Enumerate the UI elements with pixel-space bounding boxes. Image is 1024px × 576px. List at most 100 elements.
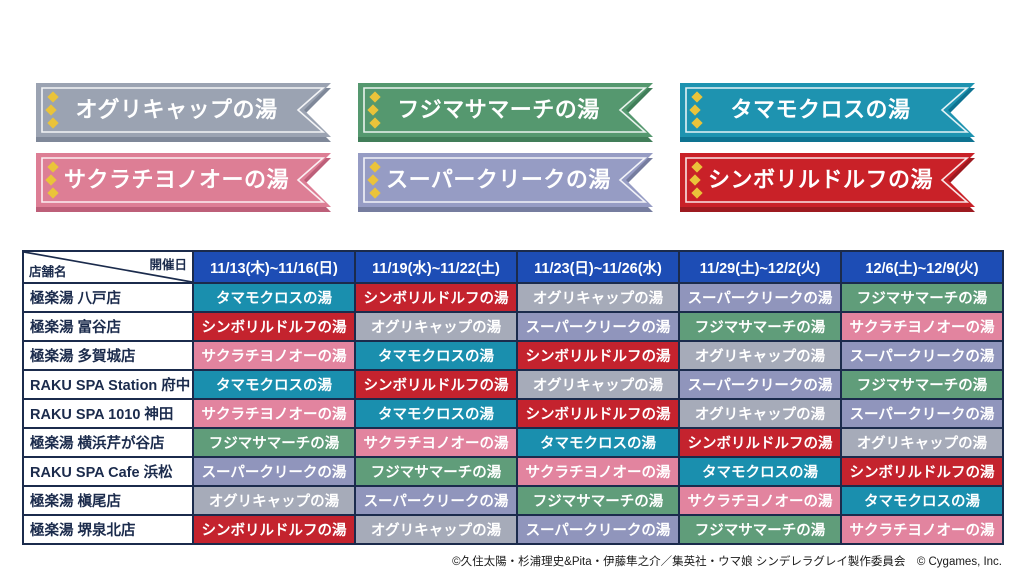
store-name-cell: 極楽湯 八戸店	[22, 282, 194, 313]
bath-cell-sakura: サクラチヨノオーの湯	[840, 514, 1004, 545]
bath-banner-oguri: オグリキャップの湯	[36, 83, 331, 142]
diamond-icons	[689, 91, 703, 129]
bath-cell-creek: スーパークリークの湯	[354, 485, 518, 516]
bath-cell-oguri: オグリキャップの湯	[354, 311, 518, 342]
diamond-icon	[691, 161, 703, 173]
corner-header-cell: 開催日 店舗名	[22, 250, 194, 284]
bath-cell-sakura: サクラチヨノオーの湯	[354, 427, 518, 458]
table-row: RAKU SPA 1010 神田 サクラチヨノオーの湯 タマモクロスの湯 シンボリルド…	[22, 398, 1004, 429]
store-name-cell: 極楽湯 槇尾店	[22, 485, 194, 516]
bath-banner-group: オグリキャップの湯 フジマサマーチの湯 タマモクロスの湯サクラチヨノオーの湯 スーパー…	[36, 83, 975, 212]
table-row: RAKU SPA Station 府中 タマモクロスの湯 シンボリルドルフの湯 オグリ…	[22, 369, 1004, 400]
diamond-icon	[369, 187, 381, 199]
diamond-icon	[47, 117, 59, 129]
bath-cell-creek: スーパークリークの湯	[840, 340, 1004, 371]
bath-cell-march: フジマサマーチの湯	[840, 282, 1004, 313]
bath-cell-creek: スーパークリークの湯	[678, 282, 842, 313]
store-name-cell: RAKU SPA 1010 神田	[22, 398, 194, 429]
bath-cell-tamamo: タマモクロスの湯	[192, 282, 356, 313]
store-name-cell: 極楽湯 堺泉北店	[22, 514, 194, 545]
corner-diagonal-line	[25, 253, 191, 281]
diamond-icons	[367, 91, 381, 129]
diamond-icon	[369, 161, 381, 173]
table-row: 極楽湯 富谷店 シンボリルドルフの湯 オグリキャップの湯 スーパークリークの湯 フジマサ…	[22, 311, 1004, 342]
bath-cell-sakura: サクラチヨノオーの湯	[192, 398, 356, 429]
bath-cell-oguri: オグリキャップの湯	[678, 398, 842, 429]
store-name-cell: 極楽湯 富谷店	[22, 311, 194, 342]
bath-cell-sakura: サクラチヨノオーの湯	[192, 340, 356, 371]
schedule-table: 開催日 店舗名 11/13(木)~11/16(日) 11/19(水)~11/22(…	[22, 250, 1004, 545]
table-row: 極楽湯 槇尾店 オグリキャップの湯 スーパークリークの湯 フジマサマーチの湯 サクラチヨ…	[22, 485, 1004, 516]
bath-cell-march: フジマサマーチの湯	[516, 485, 680, 516]
bath-cell-rudolf: シンボリルドルフの湯	[192, 311, 356, 342]
ribbon-flag-shape	[36, 153, 331, 212]
bath-cell-creek: スーパークリークの湯	[840, 398, 1004, 429]
store-name-cell: RAKU SPA Cafe 浜松	[22, 456, 194, 487]
bath-banner-march: フジマサマーチの湯	[358, 83, 653, 142]
ribbon-flag-shape	[358, 83, 653, 142]
store-name-cell: 極楽湯 横浜芹が谷店	[22, 427, 194, 458]
banner-label: オグリキャップの湯	[75, 97, 278, 122]
bath-cell-tamamo: タマモクロスの湯	[354, 340, 518, 371]
ribbon-flag-shape	[36, 83, 331, 142]
table-header-row: 開催日 店舗名 11/13(木)~11/16(日) 11/19(水)~11/22(…	[22, 250, 1004, 284]
diamond-icons	[45, 91, 59, 129]
bath-cell-creek: スーパークリークの湯	[678, 369, 842, 400]
bath-banner-rudolf: シンボリルドルフの湯	[680, 153, 975, 212]
bath-cell-rudolf: シンボリルドルフの湯	[354, 369, 518, 400]
bath-cell-oguri: オグリキャップの湯	[192, 485, 356, 516]
bath-banner-tamamo: タマモクロスの湯	[680, 83, 975, 142]
bath-cell-sakura: サクラチヨノオーの湯	[840, 311, 1004, 342]
table-row: 極楽湯 堺泉北店 シンボリルドルフの湯 オグリキャップの湯 スーパークリークの湯 フジマ…	[22, 514, 1004, 545]
bath-cell-sakura: サクラチヨノオーの湯	[678, 485, 842, 516]
bath-cell-rudolf: シンボリルドルフの湯	[354, 282, 518, 313]
date-column-header: 12/6(土)~12/9(火)	[840, 250, 1004, 284]
date-column-header: 11/13(木)~11/16(日)	[192, 250, 356, 284]
banner-label: サクラチヨノオーの湯	[64, 167, 289, 192]
bath-cell-march: フジマサマーチの湯	[354, 456, 518, 487]
diamond-icon	[47, 91, 59, 103]
date-column-header: 11/29(土)~12/2(火)	[678, 250, 842, 284]
bath-cell-creek: スーパークリークの湯	[192, 456, 356, 487]
bath-cell-tamamo: タマモクロスの湯	[354, 398, 518, 429]
bath-cell-march: フジマサマーチの湯	[840, 369, 1004, 400]
diamond-icons	[689, 161, 703, 199]
date-column-header: 11/19(水)~11/22(土)	[354, 250, 518, 284]
date-column-header: 11/23(日)~11/26(水)	[516, 250, 680, 284]
corner-label-dates: 開催日	[149, 258, 187, 272]
bath-cell-oguri: オグリキャップの湯	[516, 369, 680, 400]
ribbon-flag-shape	[358, 153, 653, 212]
diamond-icon	[691, 117, 703, 129]
diamond-icon	[691, 187, 703, 199]
bath-banner-creek: スーパークリークの湯	[358, 153, 653, 212]
diamond-icon	[47, 187, 59, 199]
bath-banner-sakura: サクラチヨノオーの湯	[36, 153, 331, 212]
diamond-icon	[369, 91, 381, 103]
copyright-notice: ©久住太陽・杉浦理史&Pita・伊藤隼之介／集英社・ウマ娘 シンデレラグレイ製作…	[452, 556, 1002, 568]
banner-label: タマモクロスの湯	[730, 97, 911, 122]
bath-cell-rudolf: シンボリルドルフの湯	[678, 427, 842, 458]
bath-cell-rudolf: シンボリルドルフの湯	[192, 514, 356, 545]
diamond-icon	[47, 161, 59, 173]
diamond-icons	[367, 161, 381, 199]
bath-cell-rudolf: シンボリルドルフの湯	[516, 340, 680, 371]
bath-cell-rudolf: シンボリルドルフの湯	[516, 398, 680, 429]
bath-cell-tamamo: タマモクロスの湯	[840, 485, 1004, 516]
diamond-icon	[369, 117, 381, 129]
bath-cell-oguri: オグリキャップの湯	[516, 282, 680, 313]
bath-cell-oguri: オグリキャップの湯	[678, 340, 842, 371]
bath-cell-creek: スーパークリークの湯	[516, 311, 680, 342]
table-row: RAKU SPA Cafe 浜松 スーパークリークの湯 フジマサマーチの湯 サクラチヨ…	[22, 456, 1004, 487]
ribbon-flag-shape	[680, 153, 975, 212]
store-name-cell: 極楽湯 多賀城店	[22, 340, 194, 371]
bath-cell-march: フジマサマーチの湯	[678, 311, 842, 342]
bath-cell-march: フジマサマーチの湯	[678, 514, 842, 545]
bath-cell-oguri: オグリキャップの湯	[354, 514, 518, 545]
bath-cell-creek: スーパークリークの湯	[516, 514, 680, 545]
ribbon-flag-shape	[680, 83, 975, 142]
bath-cell-tamamo: タマモクロスの湯	[192, 369, 356, 400]
bath-cell-march: フジマサマーチの湯	[192, 427, 356, 458]
store-name-cell: RAKU SPA Station 府中	[22, 369, 194, 400]
banner-label: スーパークリークの湯	[386, 167, 611, 192]
